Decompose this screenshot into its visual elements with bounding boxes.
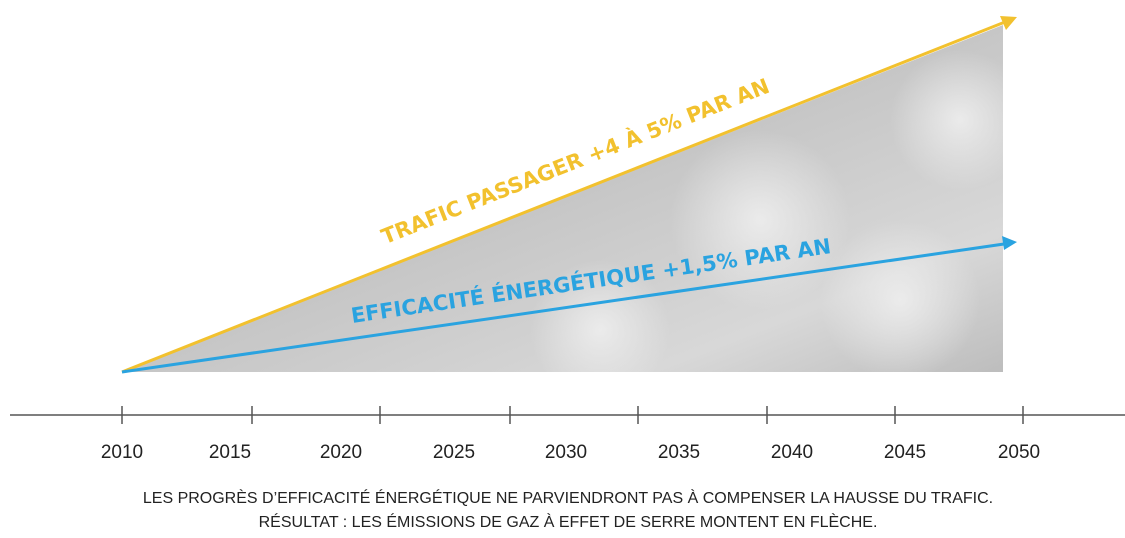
year-label: 2045 (884, 442, 926, 463)
year-label: 2035 (658, 442, 700, 463)
year-label: 2040 (771, 442, 813, 463)
year-label: 2030 (545, 442, 587, 463)
caption-line: LES PROGRÈS D’EFFICACITÉ ÉNERGÉTIQUE NE … (143, 488, 993, 507)
time-axis: 2010 2015 2020 2025 2030 2035 2040 2045 2050 (10, 406, 1125, 463)
year-label: 2020 (320, 442, 362, 463)
year-label: 2010 (101, 442, 143, 463)
year-label: 2015 (209, 442, 251, 463)
year-label: 2050 (998, 442, 1040, 463)
year-label: 2025 (433, 442, 475, 463)
diagram: TRAFIC PASSAGER +4 À 5% PAR AN EFFICACIT… (0, 0, 1125, 538)
efficiency-arrow (1002, 236, 1017, 250)
caption-line: RÉSULTAT : LES ÉMISSIONS DE GAZ À EFFET … (259, 512, 878, 531)
